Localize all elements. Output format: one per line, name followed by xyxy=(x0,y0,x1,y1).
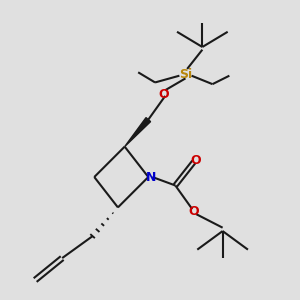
Text: O: O xyxy=(158,88,169,101)
Text: Si: Si xyxy=(179,68,192,80)
Text: O: O xyxy=(189,205,199,218)
Text: N: N xyxy=(146,170,156,184)
Text: O: O xyxy=(190,154,201,166)
Polygon shape xyxy=(125,118,151,147)
